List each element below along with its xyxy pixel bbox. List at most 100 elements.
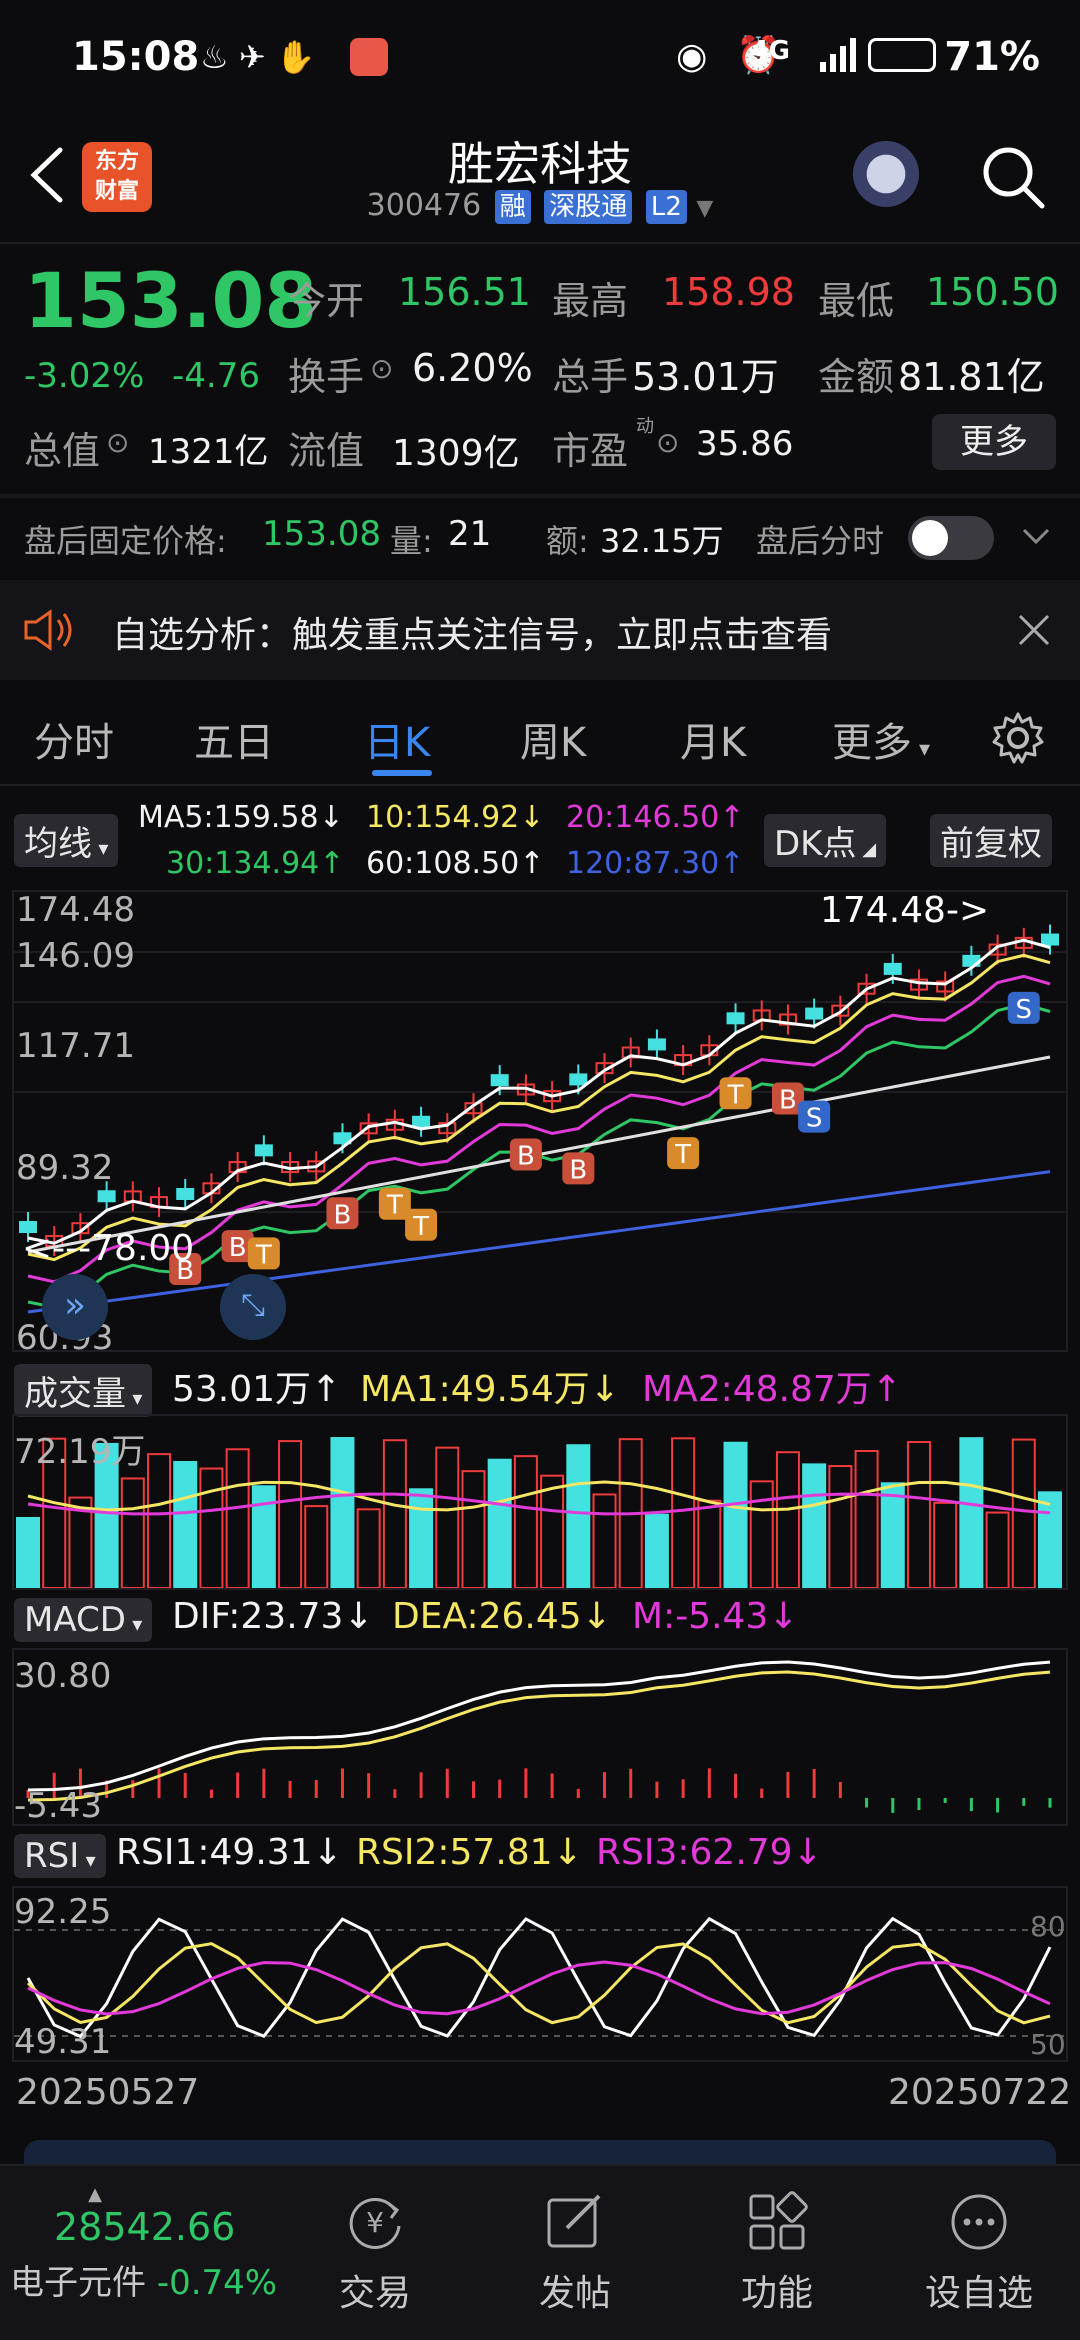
change-percent: -3.02% xyxy=(24,356,145,396)
after-hours-toggle[interactable] xyxy=(908,516,994,560)
volume-svg xyxy=(16,1437,1062,1590)
stock-code-row[interactable]: 300476 融 深股通 L2 ▼ xyxy=(0,188,1080,224)
back-icon[interactable] xyxy=(20,140,80,210)
volume-ma1-line xyxy=(27,1480,1051,1512)
signal-badge: T xyxy=(386,1191,403,1221)
mktcap-label: 总值 xyxy=(24,429,101,473)
signal-badge: T xyxy=(255,1240,272,1270)
post-button[interactable]: 发帖 xyxy=(510,2190,640,2316)
stock-header: 东方 财富 胜宏科技 300476 融 深股通 L2 ▼ xyxy=(0,120,1080,240)
after-hours-amt-label: 额: xyxy=(546,522,589,560)
low-price-marker: <---78.00 xyxy=(22,1228,195,1269)
volume-bar xyxy=(828,1465,853,1590)
rsi-ref-high: 80 xyxy=(1030,1910,1066,1943)
close-icon[interactable] xyxy=(1014,610,1054,654)
volume-bar xyxy=(409,1488,434,1589)
signal-badge-bg xyxy=(247,1237,280,1270)
ma-selector[interactable]: 均线 ▾ xyxy=(14,814,119,867)
signal-badge: B xyxy=(229,1233,247,1263)
tab-weekly-k[interactable]: 周K xyxy=(520,720,587,766)
candle-body xyxy=(490,1074,509,1087)
more-button[interactable]: 更多 xyxy=(932,414,1056,470)
rsi-chart[interactable] xyxy=(12,1886,1068,2062)
signal-badge-bg xyxy=(562,1152,595,1185)
divider xyxy=(0,242,1080,244)
signal-badge-bg xyxy=(405,1208,438,1241)
signal-badge-bg xyxy=(326,1197,359,1230)
rsi-selector[interactable]: RSI ▾ xyxy=(14,1834,106,1878)
signal-badge-bg xyxy=(509,1138,542,1171)
notice-banner[interactable]: 自选分析：触发重点关注信号，立即点击查看 xyxy=(0,580,1080,680)
expand-left-button[interactable]: » xyxy=(42,1274,108,1340)
tab-five-day[interactable]: 五日 xyxy=(194,720,274,766)
gear-icon[interactable] xyxy=(990,710,1046,770)
candle-body xyxy=(569,1073,588,1086)
tab-more[interactable]: 更多 ▾ xyxy=(832,720,931,766)
info-icon[interactable]: ⊙ xyxy=(106,426,130,459)
ma10-value: 10:154.92↓ xyxy=(366,800,545,835)
volume-bar xyxy=(697,1499,722,1589)
turnover-value: 6.20% xyxy=(412,346,533,390)
tab-daily-k[interactable]: 日K xyxy=(364,720,431,766)
tab-monthly-k[interactable]: 月K xyxy=(680,720,747,766)
after-hours-amt: 32.15万 xyxy=(600,522,724,560)
dk-point-button[interactable]: DK点 ◢ xyxy=(764,814,887,867)
volume-bar xyxy=(278,1440,303,1590)
after-hours-price: 153.08 xyxy=(262,514,381,554)
volume-bar xyxy=(147,1453,172,1589)
ma20-line xyxy=(27,974,1051,1284)
chevron-down-icon[interactable] xyxy=(1018,518,1054,558)
add-watchlist-button[interactable]: 设自选 xyxy=(914,2190,1044,2316)
trade-button[interactable]: ¥ 交易 xyxy=(310,2190,440,2316)
candle-body xyxy=(831,1004,850,1017)
candle-body xyxy=(464,1102,483,1115)
candle-body xyxy=(176,1187,195,1200)
volume-selector-label: 成交量 xyxy=(24,1374,126,1414)
robot-assistant-icon[interactable] xyxy=(846,138,926,218)
info-icon[interactable]: ⊙ xyxy=(370,352,394,385)
rsi-y-bottom: 49.31 xyxy=(14,2022,112,2062)
info-icon[interactable]: ⊙ xyxy=(656,426,680,459)
candle-body xyxy=(333,1132,352,1145)
tab-more-label: 更多 xyxy=(832,720,912,766)
more-dots-icon xyxy=(947,2190,1011,2254)
eastmoney-logo[interactable]: 东方 财富 xyxy=(82,142,152,212)
change-amount: -4.76 xyxy=(172,356,260,396)
volume-value: 53.01万 xyxy=(632,355,779,399)
volume-bar xyxy=(487,1458,512,1589)
volume-bar xyxy=(723,1441,748,1589)
trade-label: 交易 xyxy=(338,2273,411,2314)
status-notification-icons: ♨ ✈ ✋ xyxy=(200,38,316,76)
fullscreen-icon[interactable]: ⤡ xyxy=(220,1274,286,1340)
tab-intraday[interactable]: 分时 xyxy=(34,720,114,766)
functions-button[interactable]: 功能 xyxy=(712,2190,842,2316)
after-hours-vol: 21 xyxy=(448,514,492,554)
macd-chart[interactable] xyxy=(12,1648,1068,1826)
stock-name[interactable]: 胜宏科技 xyxy=(448,137,632,191)
signal-badge-bg xyxy=(719,1077,752,1110)
index-up-arrow: ▲ xyxy=(88,2184,102,2205)
adjust-button[interactable]: 前复权 xyxy=(930,814,1052,867)
index-ticker[interactable]: ▲ 28542.66 电子元件 -0.74% xyxy=(10,2184,290,2304)
volume-selector[interactable]: 成交量 ▾ xyxy=(14,1364,153,1417)
index-value: 28542.66 xyxy=(54,2205,236,2249)
macd-selector[interactable]: MACD ▾ xyxy=(14,1598,153,1642)
after-hours-price-label: 盘后固定价格: xyxy=(24,522,227,560)
signal-badge: B xyxy=(334,1200,352,1230)
volume-y-label: 72.19万 xyxy=(14,1432,146,1472)
level2-tag: L2 xyxy=(645,190,687,224)
signal-badge: B xyxy=(779,1086,797,1116)
rsi-svg xyxy=(14,1916,1066,2039)
macd-dea-line xyxy=(27,1670,1051,1802)
volume-bar xyxy=(802,1463,827,1589)
pe-superscript: 动 xyxy=(636,416,654,437)
ma-selector-label: 均线 xyxy=(24,824,92,864)
search-icon[interactable] xyxy=(978,142,1048,212)
candle-body xyxy=(595,1062,614,1075)
volume-current: 53.01万↑ xyxy=(172,1369,342,1410)
margin-tag: 融 xyxy=(494,190,531,224)
ma5-line xyxy=(27,938,1051,1245)
period-tabs: 分时 五日 日K 周K 月K 更多 ▾ xyxy=(0,690,1080,780)
volume-chart[interactable] xyxy=(12,1414,1068,1590)
